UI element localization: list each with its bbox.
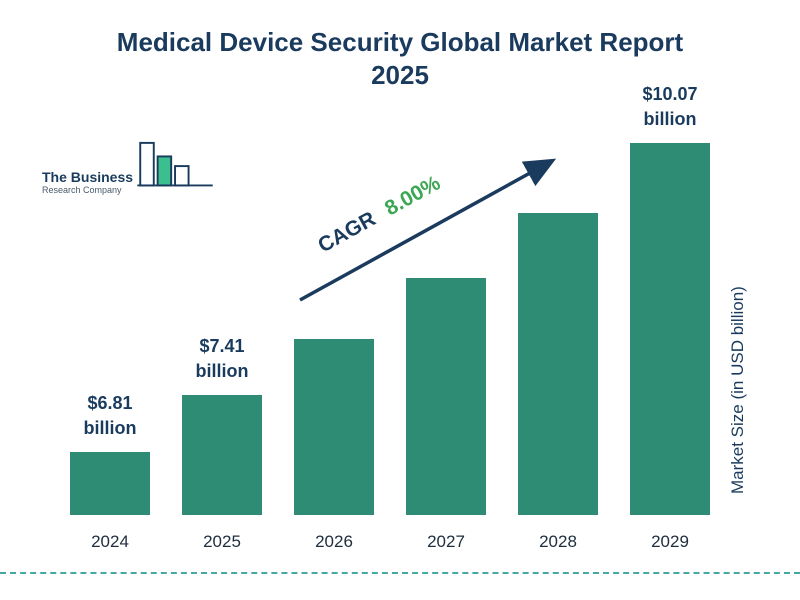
company-logo-text: The Business Research Company — [42, 169, 133, 203]
company-logo-name: The Business — [42, 169, 134, 185]
bar-2027 — [406, 278, 486, 515]
x-axis-label-2028: 2028 — [539, 532, 577, 551]
company-logo: The Business Research Company — [42, 140, 215, 203]
bar-2028 — [518, 213, 598, 515]
page-title: Medical Device Security Global Market Re… — [0, 26, 800, 91]
page-title-line2: 2025 — [371, 59, 429, 90]
x-axis-label-2025: 2025 — [203, 532, 241, 551]
bar-column-2029: $10.07 billion 2029 — [630, 82, 710, 552]
y-axis-title: Market Size (in USD billion) — [728, 286, 747, 494]
bar-2025 — [182, 395, 262, 515]
bar-2024 — [70, 452, 150, 515]
x-axis-label-2024: 2024 — [91, 532, 129, 551]
bar-column-2025: $7.41 billion 2025 — [182, 334, 262, 552]
bar-column-2027: 2027 — [406, 278, 486, 552]
bar-value-label-2029: $10.07 billion — [642, 84, 698, 129]
bar-column-2028: 2028 — [518, 213, 598, 552]
x-axis-label-2026: 2026 — [315, 532, 353, 551]
bar-column-2024: $6.81 billion 2024 — [70, 391, 150, 552]
bar-2029 — [630, 143, 710, 515]
bar-value-label-2024: $6.81 billion — [83, 393, 137, 438]
page-title-line1: Medical Device Security Global Market Re… — [116, 27, 684, 57]
bar-2026 — [294, 339, 374, 515]
x-axis-label-2027: 2027 — [427, 532, 465, 551]
company-logo-subname: Research Company — [42, 185, 122, 195]
bar-chart-logo-icon — [137, 140, 215, 203]
bar-column-2026: 2026 — [294, 339, 374, 552]
bar-value-label-2025: $7.41 billion — [195, 336, 249, 381]
bottom-dashed-divider — [0, 572, 800, 574]
x-axis-label-2029: 2029 — [651, 532, 689, 551]
bar-chart: $6.81 billion 2024 $7.41 billion 2025 2026 2027… — [70, 84, 710, 552]
